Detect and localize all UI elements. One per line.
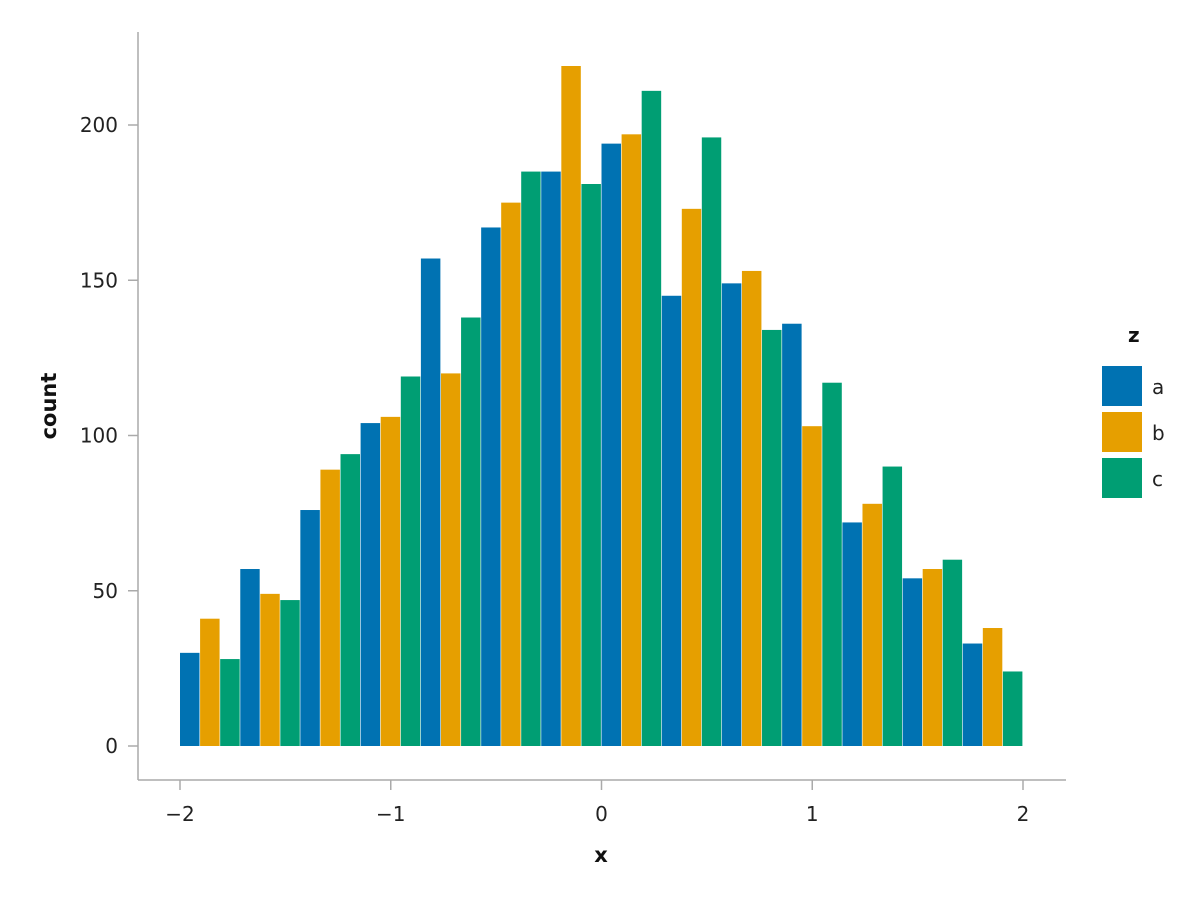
x-tick-label: −2 [165, 802, 194, 826]
bar-c-bin-0 [220, 659, 240, 746]
legend-swatch-b [1102, 412, 1142, 452]
x-axis-title: x [594, 843, 608, 867]
bar-a-bin-11 [842, 522, 862, 746]
legend: z abc [1102, 323, 1165, 498]
bar-b-bin-3 [380, 416, 401, 746]
y-tick-label: 200 [80, 113, 118, 137]
x-tick-label: −1 [376, 802, 405, 826]
legend-swatch-a [1102, 366, 1142, 406]
x-tick-label: 2 [1017, 802, 1030, 826]
bar-a-bin-5 [481, 227, 501, 747]
bar-a-bin-3 [360, 423, 381, 746]
bar-c-bin-1 [280, 600, 300, 747]
bar-c-bin-7 [641, 90, 662, 747]
legend-label-c: c [1152, 467, 1163, 491]
bar-c-bin-11 [882, 466, 903, 746]
bar-a-bin-10 [782, 323, 802, 746]
bar-b-bin-4 [440, 373, 461, 746]
legend-title: z [1128, 323, 1140, 347]
bar-c-bin-10 [822, 382, 842, 746]
y-tick-label: 50 [93, 579, 118, 603]
y-tick-label: 100 [80, 424, 118, 448]
bar-a-bin-12 [902, 578, 923, 746]
x-tick-label: 0 [595, 802, 608, 826]
bar-b-bin-13 [982, 628, 1003, 746]
bar-b-bin-11 [862, 503, 882, 746]
bar-a-bin-13 [962, 643, 983, 746]
bars-group [180, 66, 1023, 747]
bar-c-bin-2 [340, 454, 361, 746]
bar-b-bin-6 [561, 66, 581, 746]
bar-b-bin-1 [260, 593, 280, 747]
bar-c-bin-3 [400, 376, 421, 746]
bar-b-bin-9 [741, 270, 762, 746]
x-ticks-group: −2 −1 0 1 2 [165, 780, 1029, 826]
bar-c-bin-8 [701, 137, 722, 747]
bar-c-bin-12 [942, 559, 963, 746]
bar-a-bin-0 [180, 652, 200, 746]
bar-b-bin-2 [320, 469, 340, 746]
bar-b-bin-12 [922, 569, 943, 746]
bar-a-bin-4 [420, 258, 441, 746]
bar-c-bin-9 [762, 329, 782, 746]
legend-label-a: a [1152, 375, 1164, 399]
bar-b-bin-10 [802, 426, 822, 746]
bar-a-bin-8 [661, 295, 682, 746]
bar-a-bin-6 [541, 171, 561, 746]
legend-swatch-c [1102, 458, 1142, 498]
y-tick-label: 0 [105, 734, 118, 758]
bar-b-bin-7 [621, 134, 642, 746]
bar-a-bin-7 [601, 143, 621, 746]
bar-a-bin-2 [300, 510, 320, 746]
bar-b-bin-0 [200, 618, 220, 746]
legend-label-b: b [1152, 421, 1165, 445]
bar-b-bin-8 [681, 208, 702, 747]
y-ticks-group: 0 50 100 150 200 [80, 113, 138, 758]
bar-c-bin-6 [581, 184, 601, 746]
bar-c-bin-13 [1002, 671, 1023, 746]
y-axis-title: count [37, 373, 61, 440]
x-tick-label: 1 [806, 802, 819, 826]
bar-a-bin-9 [721, 283, 742, 746]
bar-a-bin-1 [240, 569, 260, 746]
y-tick-label: 150 [80, 268, 118, 292]
bar-c-bin-5 [521, 171, 541, 746]
bar-c-bin-4 [461, 317, 481, 746]
bar-b-bin-5 [501, 202, 521, 747]
